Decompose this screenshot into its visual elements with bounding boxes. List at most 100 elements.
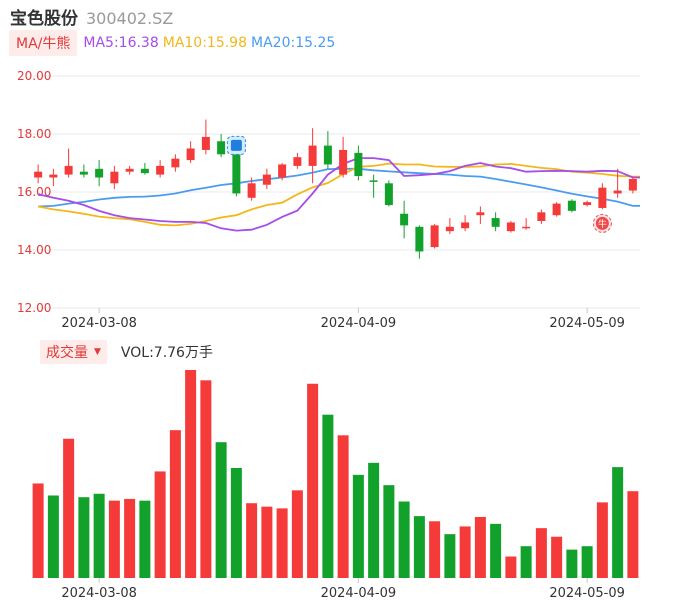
volume-bar [383,485,395,578]
volume-bar [124,498,136,578]
candle [506,221,515,233]
candle [384,180,393,207]
ma-lines [37,157,640,232]
candle [308,128,317,184]
candle-body [476,212,485,216]
ma-indicator-toggle[interactable]: MA/牛熊 [9,30,78,56]
stock-code: 300402.SZ [86,9,174,28]
volume-bar [627,491,639,578]
volume-legend: 成交量 ▼ VOL:7.76万手 [40,340,213,364]
sell-signal-icon: 牛 [592,213,612,233]
candle [354,145,363,181]
volume-bar [154,471,166,578]
volume-bar [108,500,120,578]
ma10-value: MA10:15.98 [162,35,248,51]
signal-markers: 牛 [226,135,612,233]
candle [262,168,271,190]
header: 宝色股份 300402.SZ [10,4,174,29]
volume-bar [291,490,303,578]
volume-toggle-label: 成交量 [46,345,88,361]
volume-bar [276,508,288,578]
y-tick-label: 18.00 [17,127,51,141]
volume-bar [230,467,242,578]
candle [522,218,531,230]
candle [278,163,287,181]
candle-body [201,136,210,150]
candle [247,177,256,201]
volume-bar [490,523,502,578]
volume-bar [200,380,212,578]
candle-body [247,183,256,198]
stock-name: 宝色股份 [10,9,78,29]
candle [537,209,546,224]
candle-body [217,141,226,155]
candle [125,165,134,175]
volume-bar [368,462,380,578]
candle [64,148,73,178]
candle-body [79,171,88,175]
candle [613,168,622,198]
volume-bar [63,438,75,578]
volume-bar [581,546,593,578]
candle [34,164,43,184]
candle-body [339,149,348,175]
candle [583,200,592,207]
volume-bar [169,430,181,578]
volume-bar [185,370,197,578]
candle-body [491,218,500,227]
volume-bars [32,370,639,578]
ma-legend: MA/牛熊 MA5:16.38 MA10:15.98 MA20:15.25 [9,30,339,56]
volume-bar [246,503,258,578]
candle-body [537,212,546,221]
candle [598,183,607,210]
candle [156,160,165,178]
candle-body [384,183,393,206]
candle [400,200,409,239]
candle [415,225,424,259]
volume-value: VOL:7.76万手 [120,345,213,361]
volume-bar [322,414,334,578]
candle-body [323,145,332,165]
price-x-axis: 2024-03-08 2024-04-09 2024-05-09 [61,308,625,331]
x-tick-label: 2024-03-08 [61,316,137,331]
candle [430,223,439,249]
volume-indicator-toggle[interactable]: 成交量 ▼ [40,340,107,364]
candle-body [156,165,165,175]
candle-body [415,226,424,252]
y-tick-label: 20.00 [17,69,51,83]
sell-signal-glyph: 牛 [598,218,607,230]
candle [217,134,226,158]
volume-bar [413,516,425,578]
volume-bar [47,495,59,578]
volume-bar [520,546,532,578]
volume-bar [474,516,486,578]
candle [628,177,637,194]
candle-body [400,213,409,226]
volume-bar [596,502,608,578]
candle-body [171,158,180,168]
candle-body [34,171,43,178]
candle-body [354,152,363,177]
volume-bar [352,474,364,578]
candle [79,164,88,178]
candle-body [140,168,149,174]
volume-bar [398,501,410,578]
candle [232,151,241,197]
candle-body [64,165,73,175]
candle [461,215,470,232]
ma20-value: MA20:15.25 [251,35,336,51]
candle-body [461,222,470,229]
candle-body [125,168,134,172]
candles [34,119,637,259]
candle-body [445,226,454,232]
volume-bar [444,534,456,578]
y-tick-label: 14.00 [17,243,51,257]
volume-bar [535,528,547,578]
candle-body [278,164,287,178]
volume-bar [261,506,273,578]
buy-signal-icon [226,135,246,155]
candle [552,202,561,217]
ma10-line [37,162,640,227]
